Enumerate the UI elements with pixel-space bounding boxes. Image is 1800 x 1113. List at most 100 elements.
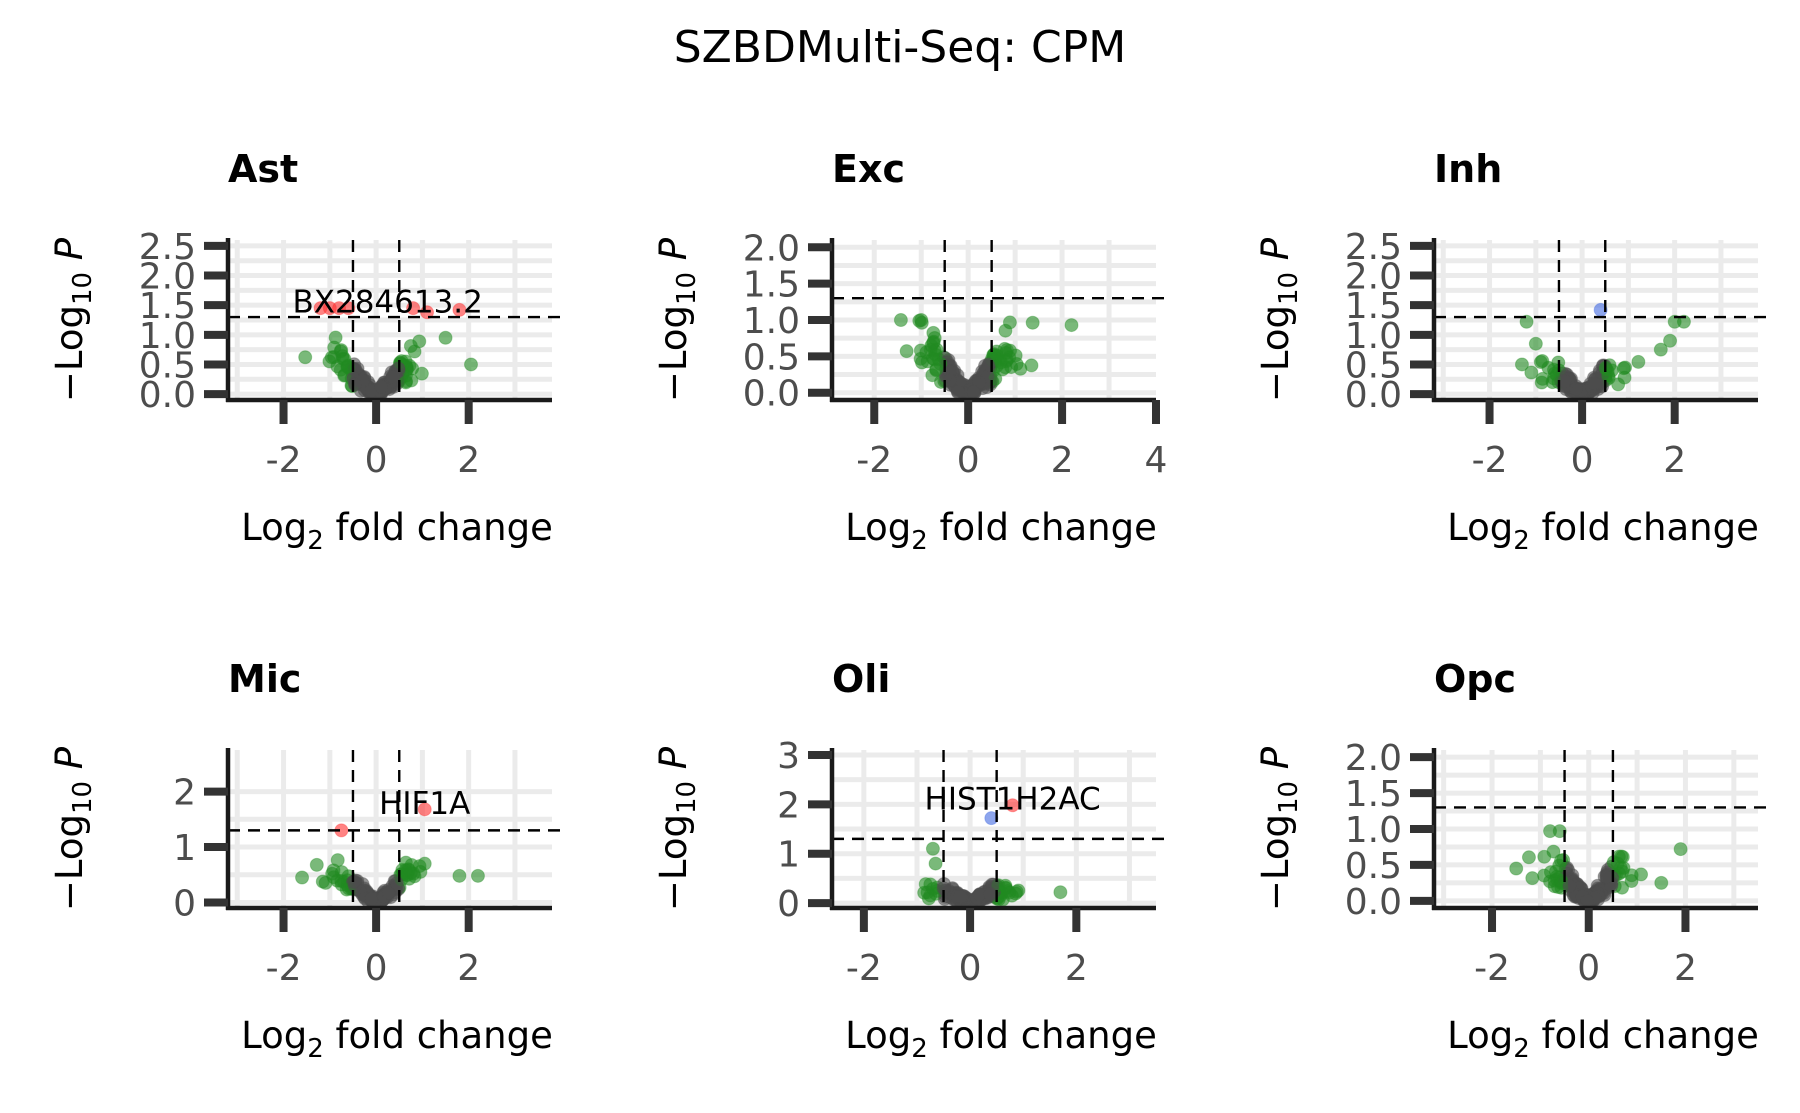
- data-point-log2fc-only: [1614, 849, 1629, 864]
- data-point-log2fc-only: [438, 330, 453, 345]
- data-point-ns: [1569, 382, 1584, 397]
- x-tick-label: 0: [365, 440, 388, 481]
- data-point-log2fc-only: [470, 868, 485, 883]
- x-tick-label: -2: [266, 948, 302, 989]
- x-tick-label: -2: [1472, 440, 1508, 481]
- data-point-log2fc-only: [995, 362, 1010, 377]
- data-point-ns: [1599, 869, 1614, 884]
- y-axis-title: −Log10 P: [1254, 746, 1304, 911]
- data-point-log2fc-only: [1601, 368, 1616, 383]
- x-tick-label: -2: [846, 948, 882, 989]
- data-point-log2fc-only: [998, 878, 1013, 893]
- data-point-p-and-log2fc: [417, 802, 432, 817]
- y-tick-label: 1.5: [139, 286, 196, 327]
- x-axis-title: Log2 fold change: [241, 506, 553, 556]
- data-point-log2fc-only: [1519, 314, 1534, 329]
- data-point-log2fc-only: [1616, 361, 1631, 376]
- panel-title: Exc: [832, 147, 905, 191]
- data-point-log2fc-only: [295, 870, 310, 885]
- volcano-panel-opc: Opc 0.00.51.01.52.0 -2 0 2 Log2 fold change −L…: [1254, 657, 1768, 1064]
- x-tick-label: 2: [1065, 948, 1088, 989]
- y-tick-label: 0.5: [1345, 846, 1402, 887]
- data-point-log2fc-only: [1514, 357, 1529, 372]
- x-tick-label: 0: [1571, 440, 1594, 481]
- data-point-log2fc-only: [1533, 355, 1548, 370]
- volcano-panel-inh: Inh 0.00.51.01.52.02.5 -2 0 2 Log2 fold chang…: [1254, 147, 1768, 556]
- data-point-log2fc-only: [1524, 365, 1539, 380]
- gene-label: HIST1H2AC: [925, 781, 1101, 817]
- data-point-log2fc-only: [1552, 858, 1567, 873]
- y-axis-title: −Log10 P: [1254, 237, 1304, 402]
- data-point-ns: [966, 385, 981, 400]
- data-point-log2fc-only: [1521, 850, 1536, 865]
- x-tick-label: 4: [1145, 440, 1168, 481]
- data-point-log2fc-only: [452, 868, 467, 883]
- data-point-log2fc-only: [298, 350, 313, 365]
- x-axis-title: Log2 fold change: [241, 1014, 553, 1064]
- data-point-log2fc-only: [309, 857, 324, 872]
- data-point-log2fc-only: [403, 338, 418, 353]
- figure-title: SZBDMulti-Seq: CPM: [673, 22, 1127, 73]
- data-point-log2fc-only: [1064, 318, 1079, 333]
- data-point-ns: [950, 384, 965, 399]
- data-point-log2fc-only: [1509, 861, 1524, 876]
- y-tick-label: 0.0: [139, 375, 196, 416]
- gene-label: HIF1A: [379, 786, 470, 822]
- data-point-ns: [953, 889, 968, 904]
- data-point-log2fc-only: [404, 373, 419, 388]
- data-point-ns: [1562, 879, 1577, 894]
- panel-title: Opc: [1434, 657, 1516, 701]
- data-point-log2fc-only: [1676, 314, 1691, 329]
- data-point-log2fc-only: [333, 344, 348, 359]
- data-point-log2fc-only: [1624, 874, 1639, 889]
- data-point-ns: [1587, 376, 1602, 391]
- y-tick-label: 2.5: [139, 227, 196, 268]
- data-point-log2fc-only: [914, 313, 929, 327]
- data-point-p-and-log2fc: [420, 305, 435, 320]
- y-tick-label: 1.0: [743, 301, 800, 342]
- y-tick-label: 2.0: [139, 257, 196, 298]
- y-tick-label: 0: [173, 883, 196, 924]
- volcano-panel-oli: Oli HIST1H2AC 0 1 2 3 -2 0 2 Log2 fold change −Log…: [652, 657, 1166, 1064]
- x-tick-label: 2: [457, 440, 480, 481]
- x-tick-label: 0: [1577, 948, 1600, 989]
- y-tick-label: 2.0: [1345, 257, 1402, 298]
- data-point-log2fc-only: [929, 362, 944, 377]
- data-point-ns: [983, 887, 998, 902]
- y-tick-label: 1: [777, 835, 800, 876]
- data-point-log2fc-only: [893, 313, 908, 328]
- x-tick-label: -2: [266, 440, 302, 481]
- y-tick-label: 0.0: [1345, 882, 1402, 923]
- y-tick-label: 2.0: [1345, 738, 1402, 779]
- data-point-ns: [374, 379, 389, 394]
- x-tick-label: 0: [957, 440, 980, 481]
- data-point-ns: [364, 891, 379, 906]
- data-point-log2fc-only: [920, 885, 935, 900]
- x-tick-label: 0: [959, 948, 982, 989]
- data-point-ns: [385, 370, 400, 385]
- data-point-log2fc-only: [1528, 336, 1543, 351]
- x-tick-label: 2: [457, 948, 480, 989]
- data-point-log2fc-only: [1673, 842, 1688, 857]
- data-point-log2fc-only: [913, 351, 928, 366]
- y-tick-label: 1: [173, 828, 196, 869]
- data-point-log2fc-only: [1634, 867, 1649, 882]
- data-point-log2fc-only: [1611, 377, 1626, 392]
- y-tick-label: 1.0: [139, 316, 196, 357]
- data-point-log2fc-only: [1552, 824, 1567, 839]
- y-tick-label: 0: [777, 884, 800, 925]
- y-tick-label: 0.0: [743, 374, 800, 415]
- y-tick-label: 0.0: [1345, 375, 1402, 416]
- x-axis-title: Log2 fold change: [1447, 506, 1759, 556]
- y-tick-label: 0.5: [743, 337, 800, 378]
- data-point-log2fc-only: [1653, 342, 1668, 357]
- data-point-log2fc-only: [899, 344, 914, 359]
- data-point-p-and-log2fc: [1005, 798, 1020, 813]
- data-point-log2fc-only: [1631, 354, 1646, 369]
- y-tick-label: 1.5: [743, 265, 800, 306]
- data-point-log2fc-only: [925, 841, 940, 856]
- y-tick-label: 0.5: [1345, 345, 1402, 386]
- data-point-log2fc-only: [464, 357, 478, 372]
- x-tick-label: -2: [856, 440, 892, 481]
- panel-title: Inh: [1434, 147, 1502, 191]
